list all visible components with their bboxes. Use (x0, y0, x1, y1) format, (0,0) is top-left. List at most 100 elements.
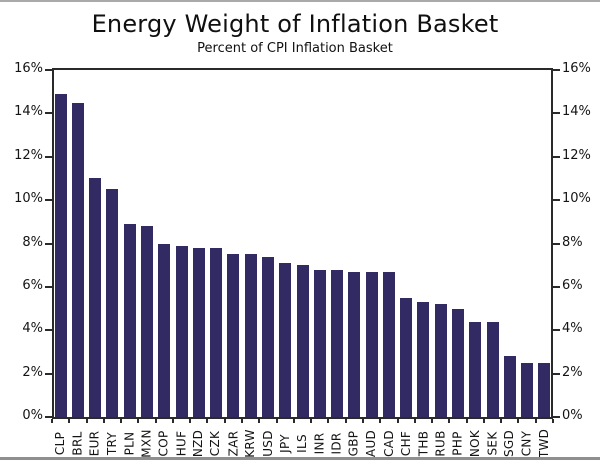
y-tick-right (553, 69, 560, 71)
x-tick-label-sek-text: SEK (485, 431, 500, 455)
x-tick-label-cop: COP (155, 423, 173, 457)
x-tick-label-cny-text: CNY (519, 430, 534, 456)
y-tick-label-left: 0% (22, 408, 43, 423)
bar-inr (313, 269, 326, 417)
y-tick-left (45, 69, 52, 71)
y-tick-right (553, 285, 560, 288)
bar-nok (469, 321, 482, 417)
y-tick-label-left: 6% (22, 277, 43, 293)
bar-huf (175, 245, 188, 417)
y-tick-right (553, 155, 560, 158)
x-tick-label-aud-text: AUD (364, 429, 379, 457)
bar-rub (434, 304, 447, 417)
x-axis-tick (68, 419, 71, 423)
x-tick-label-sek: SEK (484, 423, 502, 457)
bar-jpy (279, 263, 292, 417)
bar-aud (365, 271, 378, 417)
bar-clp (54, 93, 67, 417)
bar-sek (486, 321, 499, 417)
y-tick-label-right: 0% (562, 408, 583, 423)
y-tick-label-right: 12% (562, 147, 591, 163)
y-tick-label-left: 12% (14, 147, 43, 163)
plot-area (52, 68, 553, 419)
y-tick-left (45, 416, 52, 418)
x-tick-label-nok: NOK (466, 423, 484, 457)
x-axis-tick (500, 419, 503, 423)
x-axis-tick (482, 419, 485, 423)
x-axis-tick (292, 419, 295, 423)
y-tick-label-right: 16% (562, 61, 591, 76)
x-tick-label-cad: CAD (380, 423, 398, 457)
y-tick-right (553, 372, 560, 375)
x-tick-label-pln-text: PLN (122, 431, 137, 455)
x-axis-tick (413, 419, 416, 423)
x-tick-label-krw-text: KRW (243, 428, 258, 458)
x-tick-label-twd: TWD (535, 423, 553, 458)
x-tick-label-cny: CNY (518, 423, 536, 457)
x-axis-tick (379, 419, 382, 423)
x-tick-label-try: TRY (103, 423, 121, 457)
x-tick-label-usd-text: USD (260, 429, 275, 457)
x-tick-label-gbp: GBP (345, 423, 363, 457)
x-tick-label-clp-text: CLP (53, 431, 68, 455)
x-axis-tick (85, 419, 88, 423)
x-tick-label-czk: CZK (207, 423, 225, 457)
y-tick-right (553, 416, 560, 418)
x-axis-tick (223, 419, 226, 423)
x-tick-label-nzd-text: NZD (191, 429, 206, 457)
x-tick-label-rub: RUB (432, 423, 450, 457)
y-tick-label-left: 8% (22, 234, 43, 250)
x-tick-label-inr: INR (311, 423, 329, 457)
x-tick-label-inr-text: INR (312, 432, 327, 454)
y-tick-right (553, 329, 560, 332)
x-tick-label-pln: PLN (121, 423, 139, 457)
bar-sgd (503, 356, 516, 417)
x-tick-label-jpy: JPY (276, 423, 294, 457)
x-axis-tick (120, 419, 123, 423)
x-tick-label-twd-text: TWD (536, 428, 551, 458)
y-tick-left (45, 112, 52, 115)
x-axis-tick (137, 419, 140, 423)
x-axis-tick (206, 419, 209, 423)
bar-brl (71, 102, 84, 417)
y-tick-right (553, 242, 560, 245)
x-tick-label-ils: ILS (294, 423, 312, 457)
bar-cny (521, 362, 534, 417)
bar-mxn (141, 226, 154, 417)
bar-cad (382, 271, 395, 417)
x-tick-label-thb-text: THB (415, 430, 430, 456)
chart-subtitle: Percent of CPI Inflation Basket (197, 41, 393, 56)
x-axis-tick (396, 419, 399, 423)
bar-eur (89, 178, 102, 417)
x-tick-label-mxn: MXN (138, 423, 156, 457)
x-tick-label-eur: EUR (86, 423, 104, 457)
x-tick-label-chf: CHF (397, 423, 415, 457)
x-axis-tick (258, 419, 261, 423)
bar-idr (331, 269, 344, 417)
bar-czk (210, 247, 223, 417)
x-axis-tick (275, 419, 278, 423)
x-tick-label-php-text: PHP (450, 430, 465, 456)
bar-pln (123, 223, 136, 417)
y-tick-right (553, 112, 560, 115)
x-axis-tick (327, 419, 330, 423)
x-axis-tick (241, 419, 244, 423)
x-tick-label-czk-text: CZK (208, 430, 223, 456)
bar-gbp (348, 271, 361, 417)
y-tick-left (45, 155, 52, 158)
x-axis-tick (102, 419, 105, 423)
y-tick-label-right: 2% (562, 364, 583, 380)
bar-thb (417, 302, 430, 417)
x-axis-tick (310, 419, 313, 423)
x-tick-label-cop-text: COP (156, 430, 171, 456)
y-tick-left (45, 329, 52, 332)
x-axis-tick (361, 419, 364, 423)
y-tick-label-right: 4% (562, 321, 583, 337)
x-tick-label-huf-text: HUF (174, 430, 189, 456)
x-tick-label-brl: BRL (69, 423, 87, 457)
x-axis-tick (344, 419, 347, 423)
x-tick-label-usd: USD (259, 423, 277, 457)
x-tick-label-thb: THB (414, 423, 432, 457)
x-tick-label-zar: ZAR (224, 423, 242, 457)
